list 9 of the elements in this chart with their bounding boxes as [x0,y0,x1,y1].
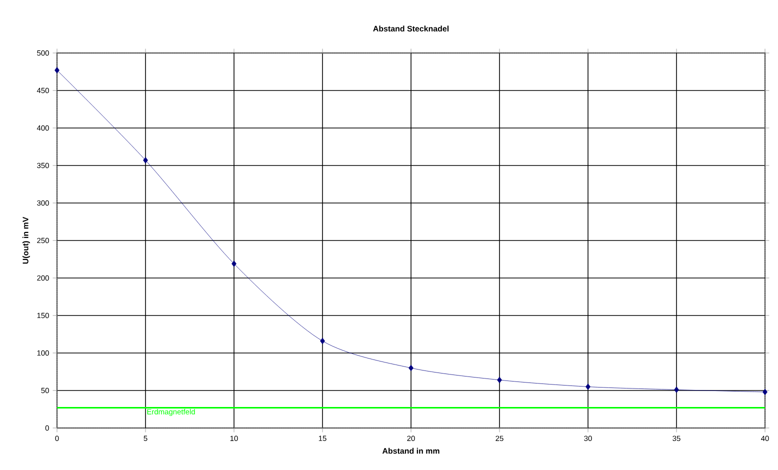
point [54,67,60,74]
point [586,384,590,390]
point [320,338,325,344]
point [232,260,236,267]
point [408,364,414,372]
point [143,157,148,164]
point [674,386,679,393]
point [497,376,502,384]
point [762,388,768,396]
